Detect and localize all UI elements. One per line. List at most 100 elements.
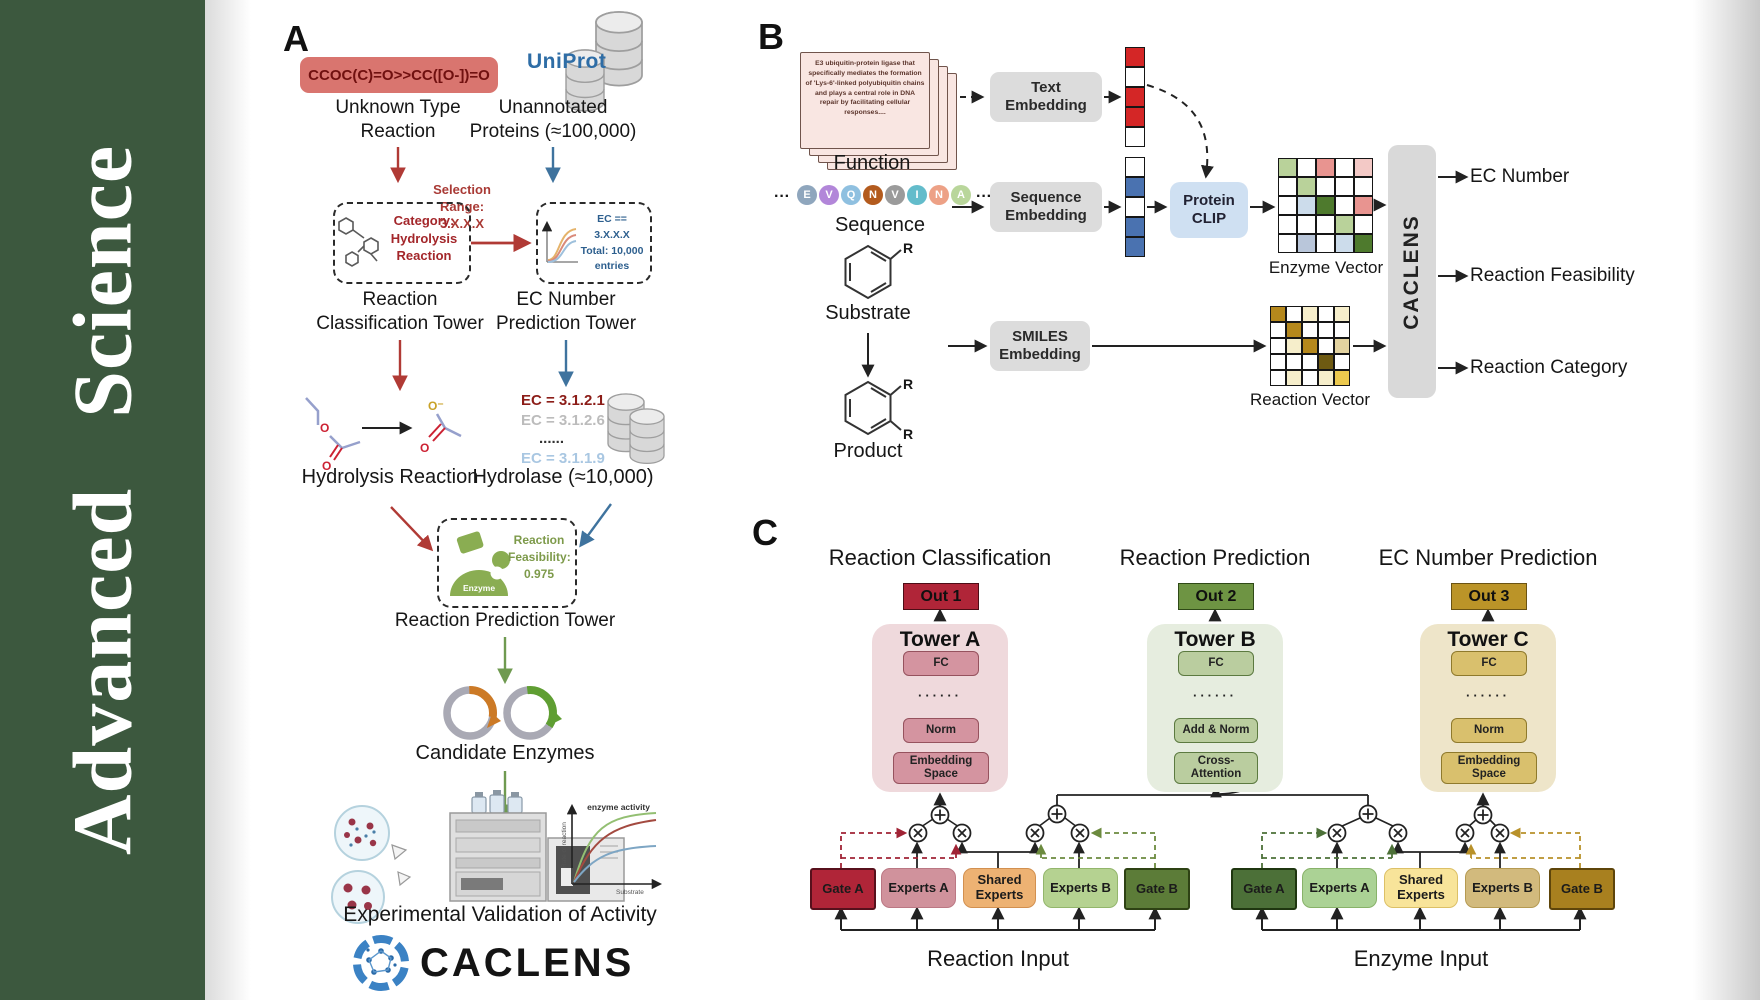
product-label: Product — [833, 440, 903, 462]
ec-number-prediction-tower-label: EC Number Prediction Tower — [495, 289, 637, 334]
tower-b-fc: FC — [1178, 651, 1254, 676]
caclens-model-bar: CACLENS — [1388, 145, 1436, 398]
hydrolysis-reaction-label: Hydrolysis Reaction — [301, 466, 479, 488]
text-embedding-box: Text Embedding — [990, 72, 1102, 122]
sequence-embedding-vector — [1125, 157, 1145, 257]
reaction-vector-label: Reaction Vector — [1250, 390, 1371, 409]
enzyme-vector-matrix — [1278, 158, 1373, 253]
tower-c-embedding-space: Embedding Space — [1441, 752, 1537, 784]
reaction-feasibility-box — [437, 518, 577, 608]
smiles-embedding-box: SMILES Embedding — [990, 321, 1090, 371]
reaction-prediction-tower-label: Reaction Prediction Tower — [394, 610, 616, 631]
task-title-reaction-prediction: Reaction Prediction — [1119, 545, 1311, 570]
caclens-wordmark: CACLENS — [420, 941, 635, 985]
tower-a-name: Tower A — [899, 628, 981, 651]
right-shared-experts: Shared Experts — [1384, 868, 1458, 908]
tower-c-norm: Norm — [1451, 718, 1527, 743]
function-label: Function — [833, 152, 911, 174]
out2-box: Out 2 — [1178, 583, 1254, 610]
hplc-instrument-icon — [449, 790, 625, 902]
task-title-reaction-classification: Reaction Classification — [828, 545, 1052, 570]
caclens-logo-icon — [353, 935, 409, 991]
tower-b-name: Tower B — [1174, 628, 1256, 651]
page-left-shadow — [205, 0, 251, 1000]
tower-c-fc: FC — [1451, 651, 1527, 676]
tower-c: Tower C FC ······ Norm Embedding Space — [1420, 624, 1556, 792]
hydrolase-label: Hydrolase (≈10,000) — [472, 466, 654, 488]
substrate-molecule-icon — [844, 244, 902, 300]
reaction-vector-matrix — [1270, 306, 1350, 386]
unknown-type-reaction-label: Unknown Type Reaction — [335, 97, 461, 142]
svg-text:O: O — [320, 421, 329, 435]
out3-box: Out 3 — [1451, 583, 1527, 610]
enzyme-icon: Enzyme — [450, 531, 510, 596]
sequence-ellipsis-left: ··· — [774, 188, 790, 205]
ec-selection-box — [536, 202, 652, 284]
tower-c-dots: ······ — [1466, 688, 1510, 703]
tower-a-dots: ······ — [918, 688, 962, 703]
experimental-validation-label: Experimental Validation of Activity — [343, 903, 657, 926]
left-gate-b: Gate B — [1124, 868, 1190, 910]
ec-list-item: ...... — [539, 430, 565, 447]
category-hydrolysis-label: Category: Hydrolysis Reaction — [390, 213, 458, 264]
svg-text:O: O — [322, 459, 331, 473]
tower-b: Tower B FC ······ Add & Norm Cross- Atte… — [1147, 624, 1283, 792]
protein-clip-box: Protein CLIP — [1170, 182, 1248, 238]
left-gate-a: Gate A — [810, 868, 876, 910]
panel-b-label: B — [758, 16, 784, 57]
uniprot-logo: UniProt — [527, 50, 607, 73]
enzyme-vector-label: Enzyme Vector — [1268, 258, 1384, 277]
tower-b-cross-attention: Cross- Attention — [1174, 752, 1258, 784]
right-gate-a: Gate A — [1231, 868, 1297, 910]
right-gate-b: Gate B — [1549, 868, 1615, 910]
tower-b-dots: ······ — [1193, 688, 1237, 703]
right-experts-b: Experts B — [1465, 868, 1540, 908]
tower-a: Tower A FC ······ Norm Embedding Space — [872, 624, 1008, 792]
reaction-input-label: Reaction Input — [927, 946, 1069, 971]
left-experts-a: Experts A — [881, 868, 956, 908]
output-reaction-feasibility: Reaction Feasibility — [1470, 265, 1635, 286]
left-shared-experts: Shared Experts — [963, 868, 1036, 908]
ec-selection-text: EC == 3.X.X.X Total: 10,000 entries — [580, 213, 644, 273]
sequence-embedding-box: Sequence Embedding — [990, 182, 1102, 232]
right-experts-a: Experts A — [1302, 868, 1377, 908]
cells-sample-icon — [331, 805, 412, 924]
sum-product-ops — [908, 804, 1510, 843]
plot-ylabel: Rate of reaction — [561, 822, 568, 868]
substrate-r-label: R — [903, 240, 914, 256]
ec-list-item: EC = 3.1.2.6 — [521, 412, 605, 429]
output-reaction-category: Reaction Category — [1470, 357, 1628, 378]
reaction-classification-tower-label: Reaction Classification Tower — [316, 289, 484, 334]
candidate-enzymes-label: Candidate Enzymes — [415, 742, 595, 764]
plot-xlabel: Substrate — [616, 889, 644, 896]
svg-text:Enzyme: Enzyme — [463, 583, 495, 593]
unannotated-proteins-label: Unannotated Proteins (≈100,000) — [469, 97, 637, 142]
activity-plot-icon — [566, 803, 663, 890]
output-ec-number: EC Number — [1470, 166, 1570, 187]
tower-a-norm: Norm — [903, 718, 979, 743]
ec-curves-icon — [547, 223, 578, 263]
product-r1-label: R — [903, 376, 914, 392]
molecule-scribble-icon — [338, 217, 379, 267]
tower-a-embedding-space: Embedding Space — [893, 752, 989, 784]
caclens-bar-text: CACLENS — [1400, 213, 1424, 330]
smiles-reaction-box: CCOC(C)=O>>CC([O-])=O — [300, 57, 498, 93]
page-right-shadow — [1693, 0, 1760, 1000]
svg-text:O: O — [420, 441, 429, 455]
ec-list-item: EC = 3.1.1.9 — [521, 450, 605, 467]
sequence-ellipsis-right: ··· — [976, 188, 992, 205]
svg-text:O⁻: O⁻ — [428, 399, 444, 413]
journal-sidebar: Advanced Science — [0, 0, 205, 1000]
left-experts-b: Experts B — [1043, 868, 1118, 908]
function-card-front: E3 ubiquitin-protein ligase that specifi… — [800, 52, 930, 149]
function-card-text: E3 ubiquitin-protein ligase that specifi… — [805, 60, 925, 117]
plasmid-icons — [443, 686, 562, 740]
product-r2-label: R — [903, 426, 914, 442]
plot-note: enzyme activity — [587, 802, 650, 812]
ec-list-item: EC = 3.1.2.1 — [521, 392, 605, 409]
tower-b-add-norm: Add & Norm — [1174, 718, 1258, 743]
tower-a-fc: FC — [903, 651, 979, 676]
